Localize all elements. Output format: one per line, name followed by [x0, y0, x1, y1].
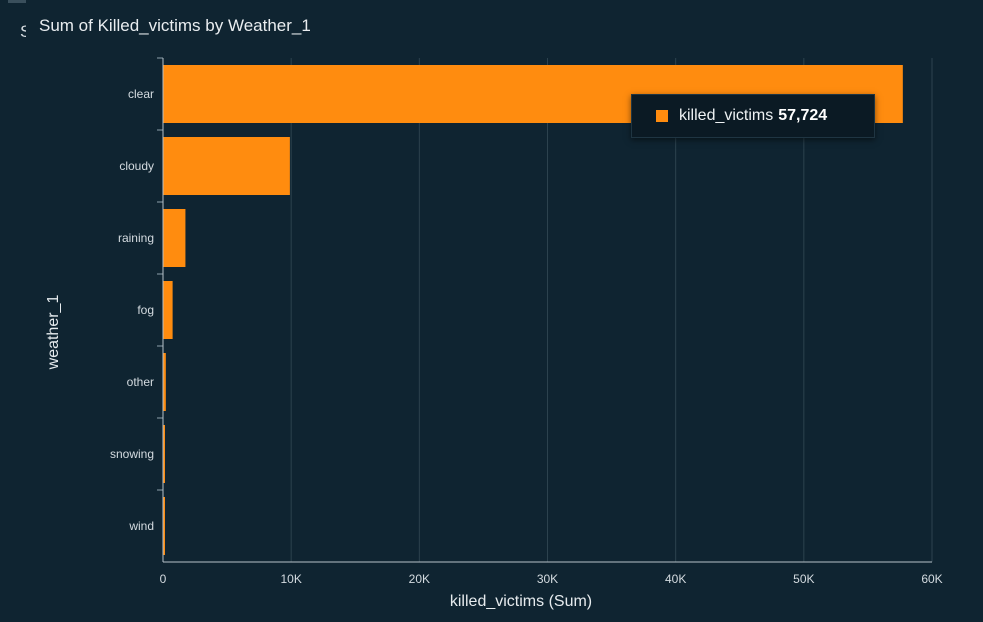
x-tick-label: 60K: [921, 572, 942, 586]
y-tick-label: raining: [118, 231, 154, 245]
x-tick-label: 50K: [793, 572, 814, 586]
y-tick-label: wind: [128, 519, 154, 533]
x-axis-title: killed_victims (Sum): [450, 593, 592, 610]
y-tick-label: other: [127, 375, 154, 389]
tooltip-label: killed_victims: [679, 107, 774, 124]
axis-labels: 0 10K 20K 30K 40K 50K 60K clear cloudy raining fog…: [110, 87, 943, 586]
bar: [163, 137, 290, 195]
y-tick-label: snowing: [110, 447, 154, 461]
y-tick-label: clear: [128, 87, 154, 101]
x-tick-label: 30K: [537, 572, 558, 586]
gridlines: [290, 58, 933, 562]
x-tick-label: 0: [160, 572, 167, 586]
hidden-title-fragment: S: [20, 22, 26, 41]
y-tick-label: cloudy: [119, 159, 154, 173]
tooltip-swatch: [656, 110, 668, 122]
bars: [163, 65, 903, 555]
bar: [163, 353, 166, 411]
x-tick-label: 40K: [665, 572, 686, 586]
x-tick-label: 20K: [409, 572, 430, 586]
axes: [157, 57, 932, 563]
chart-title: Sum of Killed_victims by Weather_1: [39, 16, 311, 35]
bar: [163, 281, 173, 339]
x-tick-label: 10K: [280, 572, 301, 586]
bar: [163, 425, 165, 483]
bar: [163, 209, 186, 267]
y-axis-title: weather_1: [45, 295, 62, 371]
y-tick-label: fog: [137, 303, 154, 317]
tooltip-value: 57,724: [778, 107, 828, 124]
bar: [163, 497, 165, 555]
panel-corner-handle[interactable]: [8, 0, 26, 3]
tooltip: killed_victims 57,724: [631, 94, 875, 138]
